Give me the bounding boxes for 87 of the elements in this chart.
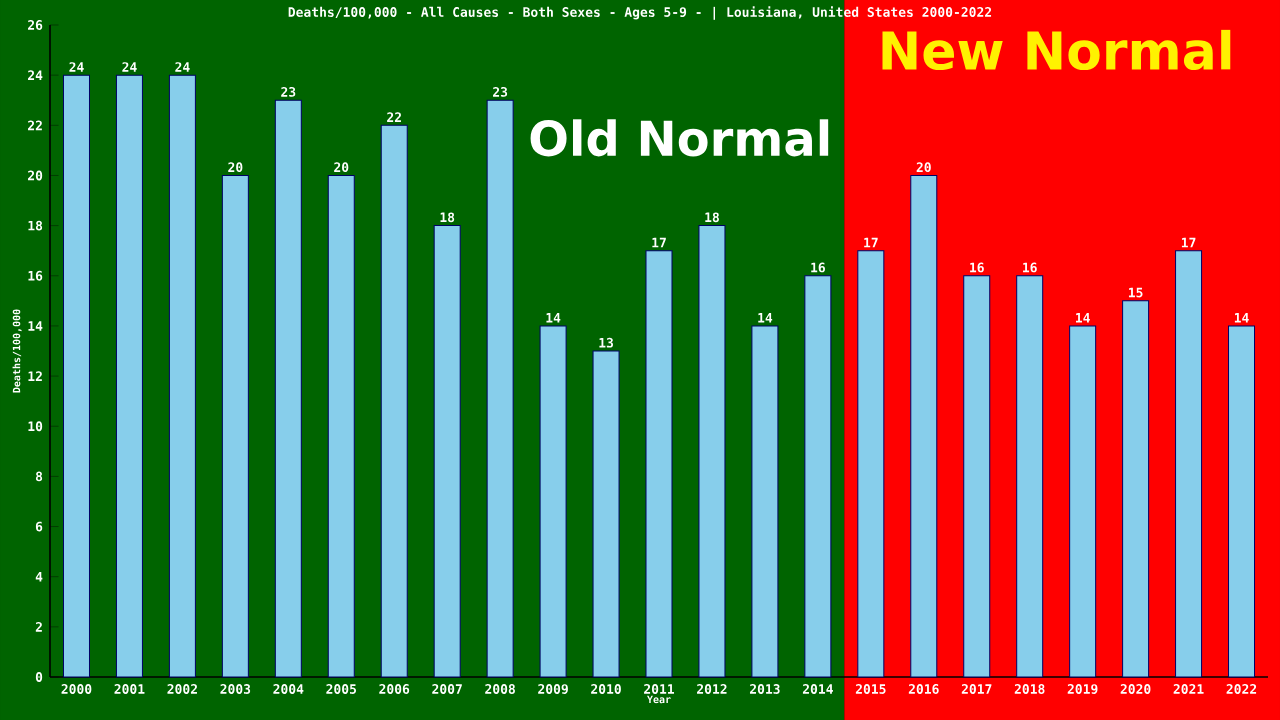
bar [221,174,249,678]
data-label: 16 [811,262,825,273]
x-tick-label: 2022 [1226,684,1257,694]
bar [380,124,408,678]
bar [539,325,567,678]
data-label: 20 [228,162,243,173]
bar [910,174,938,678]
data-label: 14 [758,313,773,323]
data-label: 13 [599,337,614,348]
data-label: 16 [1023,262,1037,273]
bar [645,250,673,678]
bar [433,225,461,678]
band-label: New Normal [882,29,1231,71]
x-tick-label: 2015 [855,684,886,694]
x-tick-label: 2011 [644,684,675,694]
x-tick-label: 2004 [273,684,304,694]
bar [1069,325,1097,678]
x-tick-label: 2005 [326,684,357,694]
data-label: 17 [652,237,666,248]
data-label: 20 [334,162,349,173]
data-label: 17 [1181,237,1196,248]
bar [698,225,726,678]
data-label: 23 [493,87,508,97]
x-tick-label: 2002 [167,684,197,694]
y-tick-label: 14 [28,321,43,331]
x-tick-label: 2017 [961,684,992,694]
y-tick-label: 12 [28,371,42,381]
x-tick-label: 2010 [591,684,621,694]
x-tick-label: 2018 [1014,684,1045,694]
bar [327,174,355,678]
y-tick-label: 20 [28,170,43,181]
y-axis-title: Deaths/100,000 [12,309,22,393]
data-label: 17 [864,237,878,248]
bar [963,275,991,678]
data-label: 18 [440,212,455,223]
data-label: 24 [122,62,137,72]
x-tick-label: 2006 [379,684,410,694]
y-tick-label: 26 [28,20,43,30]
bar [857,250,885,678]
bar [751,325,779,678]
bar [274,99,302,678]
bar [168,74,196,678]
x-tick-label: 2013 [749,684,780,694]
x-tick-label: 2003 [220,684,251,694]
data-label: 18 [705,212,719,223]
x-axis-title: Year [647,695,671,704]
data-label: 14 [1234,313,1249,323]
data-label: 14 [546,313,561,323]
x-tick-label: 2016 [908,684,939,694]
bar [62,74,90,678]
x-tick-label: 2008 [485,684,515,694]
y-tick-label: 2 [35,622,42,632]
bar [1016,275,1044,678]
x-tick-label: 2019 [1067,684,1098,694]
data-label: 14 [1076,313,1090,323]
y-tick-label: 24 [28,70,43,80]
band-label: Old Normal [530,119,829,157]
data-label: 23 [281,87,296,97]
bar [1122,300,1150,678]
data-label: 22 [387,112,401,122]
bar [486,99,514,678]
data-label: 20 [916,162,931,173]
data-label: 15 [1128,287,1143,298]
bar [115,74,143,678]
x-tick-label: 2009 [538,684,568,694]
y-tick-label: 6 [35,521,43,532]
bar [592,350,620,678]
data-label: 24 [175,62,190,72]
y-tick-label: 4 [35,571,43,582]
x-tick-label: 2012 [697,684,727,694]
x-tick-label: 2020 [1120,684,1151,694]
x-tick-label: 2021 [1173,684,1204,694]
x-tick-label: 2007 [432,684,462,694]
x-tick-label: 2000 [61,684,92,694]
data-label: 16 [970,262,984,273]
y-tick-label: 8 [35,471,43,482]
y-tick-label: 0 [35,672,43,682]
y-tick-label: 16 [28,270,43,281]
bar [1175,250,1203,678]
x-tick-label: 2014 [802,684,833,694]
bar [804,275,832,678]
y-tick-label: 22 [28,120,42,131]
data-label: 24 [69,62,84,72]
x-tick-label: 2001 [114,684,145,694]
y-tick-label: 10 [28,421,43,432]
y-tick-label: 18 [28,220,43,231]
bar [1228,325,1256,678]
